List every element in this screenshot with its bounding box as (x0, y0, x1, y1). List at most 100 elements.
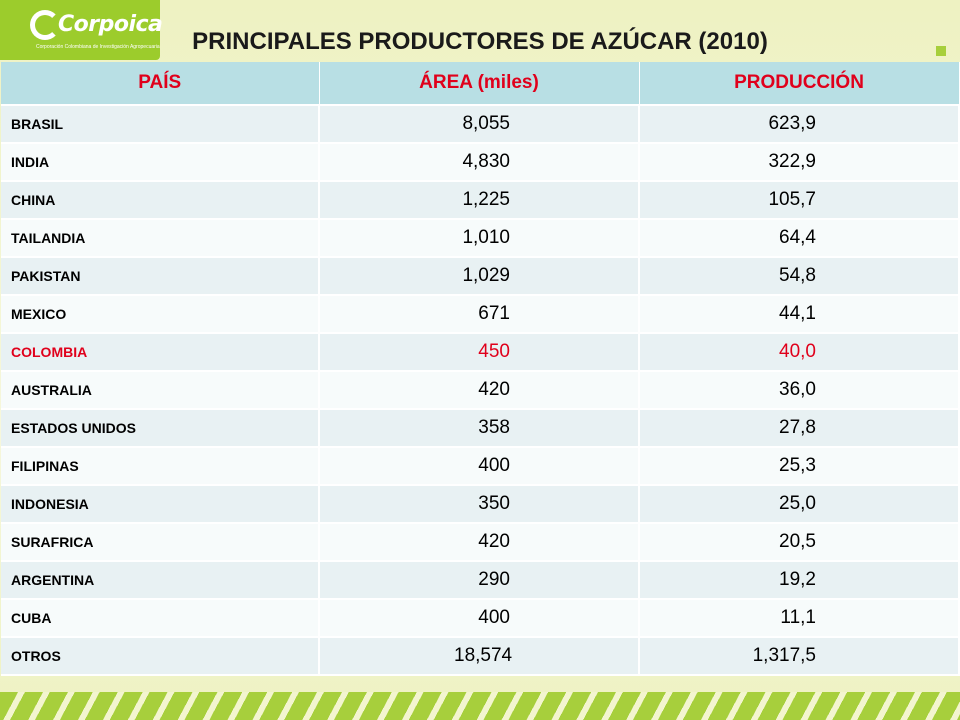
produccion-value: 19,2 (779, 569, 816, 590)
cell-area: 1,029 (319, 257, 640, 296)
produccion-value: 40,0 (779, 341, 816, 362)
cell-area: 450 (319, 333, 640, 372)
cell-area: 290 (319, 561, 640, 600)
produccion-value: 623,9 (768, 113, 816, 134)
cell-produccion: 64,4 (639, 219, 960, 258)
produccion-value: 105,7 (768, 189, 816, 210)
produccion-value: 1,317,5 (752, 645, 816, 666)
cell-area: 420 (319, 371, 640, 410)
cell-produccion: 40,0 (639, 333, 960, 372)
table-row: BRASIL 8,055 623,9 (1, 105, 960, 144)
area-value: 450 (478, 341, 510, 362)
cell-area: 4,830 (319, 143, 640, 182)
table-row: COLOMBIA 450 40,0 (1, 333, 960, 372)
area-value: 4,830 (462, 151, 510, 172)
logo-tagline: Corporación Colombiana de Investigación … (36, 44, 160, 50)
cell-produccion: 322,9 (639, 143, 960, 182)
cell-pais: BRASIL (1, 105, 320, 144)
cell-pais: CUBA (1, 599, 320, 638)
cell-produccion: 36,0 (639, 371, 960, 410)
area-value: 18,574 (454, 645, 513, 666)
table-row: INDIA 4,830 322,9 (1, 143, 960, 182)
corpoica-logo: Corpoica Corporación Colombiana de Inves… (0, 0, 163, 60)
cell-area: 8,055 (319, 105, 640, 144)
produccion-value: 36,0 (779, 379, 816, 400)
area-value: 420 (478, 379, 510, 400)
cell-pais: COLOMBIA (1, 333, 320, 372)
table-row: ESTADOS UNIDOS 358 27,8 (1, 409, 960, 448)
area-value: 400 (478, 607, 510, 628)
table-row: PAKISTAN 1,029 54,8 (1, 257, 960, 296)
cell-produccion: 19,2 (639, 561, 960, 600)
produccion-value: 11,1 (780, 607, 816, 628)
area-value: 358 (478, 417, 510, 438)
cell-area: 18,574 (319, 637, 640, 676)
table-row: OTROS 18,574 1,317,5 (1, 637, 960, 676)
cell-area: 350 (319, 485, 640, 524)
cell-area: 400 (319, 447, 640, 486)
produccion-value: 27,8 (779, 417, 816, 438)
cell-pais: MEXICO (1, 295, 320, 334)
header-area: ÁREA (miles) (319, 62, 640, 106)
table-row: TAILANDIA 1,010 64,4 (1, 219, 960, 258)
area-value: 290 (478, 569, 510, 590)
cell-produccion: 27,8 (639, 409, 960, 448)
cell-pais: ESTADOS UNIDOS (1, 409, 320, 448)
cell-pais: INDONESIA (1, 485, 320, 524)
produccion-value: 25,3 (779, 455, 816, 476)
cell-produccion: 25,0 (639, 485, 960, 524)
table-row: ARGENTINA 290 19,2 (1, 561, 960, 600)
produccion-value: 64,4 (779, 227, 816, 248)
cell-pais: SURAFRICA (1, 523, 320, 562)
decorative-square-icon (936, 46, 946, 56)
produccion-value: 44,1 (779, 303, 816, 324)
cell-produccion: 623,9 (639, 105, 960, 144)
area-value: 420 (478, 531, 510, 552)
cell-pais: TAILANDIA (1, 219, 320, 258)
cell-produccion: 44,1 (639, 295, 960, 334)
producers-table: PAÍS ÁREA (miles) PRODUCCIÓN BRASIL 8,055… (1, 62, 960, 676)
page-title: PRINCIPALES PRODUCTORES DE AZÚCAR (2010) (192, 28, 768, 55)
area-value: 1,010 (462, 227, 510, 248)
cell-pais: AUSTRALIA (1, 371, 320, 410)
area-value: 350 (478, 493, 510, 514)
cell-pais: ARGENTINA (1, 561, 320, 600)
area-value: 400 (478, 455, 510, 476)
header-produccion: PRODUCCIÓN (639, 62, 960, 106)
cell-area: 358 (319, 409, 640, 448)
header-pais: PAÍS (1, 62, 320, 106)
cell-area: 1,010 (319, 219, 640, 258)
cell-pais: INDIA (1, 143, 320, 182)
table-row: FILIPINAS 400 25,3 (1, 447, 960, 486)
area-value: 1,029 (462, 265, 510, 286)
cell-pais: PAKISTAN (1, 257, 320, 296)
cell-area: 420 (319, 523, 640, 562)
logo-name: Corpoica (58, 12, 163, 37)
cell-produccion: 11,1 (639, 599, 960, 638)
area-value: 8,055 (462, 113, 510, 134)
cell-produccion: 1,317,5 (639, 637, 960, 676)
produccion-value: 54,8 (779, 265, 816, 286)
table-row: CHINA 1,225 105,7 (1, 181, 960, 220)
produccion-value: 322,9 (768, 151, 816, 172)
table-row: AUSTRALIA 420 36,0 (1, 371, 960, 410)
cell-pais: FILIPINAS (1, 447, 320, 486)
cell-area: 671 (319, 295, 640, 334)
table-header-row: PAÍS ÁREA (miles) PRODUCCIÓN (1, 62, 960, 106)
cell-produccion: 105,7 (639, 181, 960, 220)
table-row: INDONESIA 350 25,0 (1, 485, 960, 524)
table-row: CUBA 400 11,1 (1, 599, 960, 638)
cell-pais: CHINA (1, 181, 320, 220)
area-value: 1,225 (462, 189, 510, 210)
cell-produccion: 20,5 (639, 523, 960, 562)
logo-swirl-icon (30, 10, 60, 40)
cell-pais: OTROS (1, 637, 320, 676)
cell-area: 400 (319, 599, 640, 638)
area-value: 671 (478, 303, 510, 324)
cell-area: 1,225 (319, 181, 640, 220)
produccion-value: 20,5 (779, 531, 816, 552)
produccion-value: 25,0 (779, 493, 816, 514)
cell-produccion: 54,8 (639, 257, 960, 296)
decorative-stripe-band (0, 692, 960, 720)
table-row: SURAFRICA 420 20,5 (1, 523, 960, 562)
